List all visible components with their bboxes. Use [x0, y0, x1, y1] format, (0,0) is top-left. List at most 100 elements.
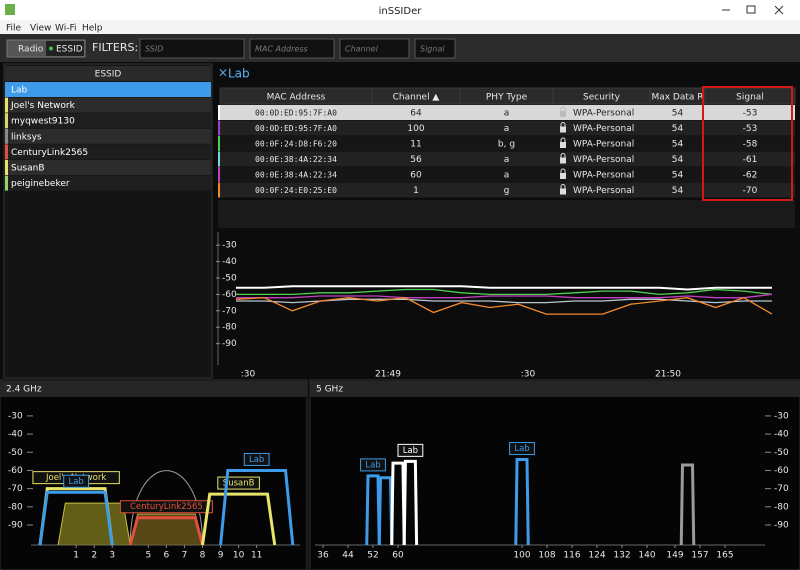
cell: WPA-Personal: [573, 124, 634, 134]
column-header[interactable]: Channel ▲: [393, 93, 440, 103]
network-label-bg: [360, 458, 386, 472]
channel-label: 165: [716, 551, 733, 561]
network-label[interactable]: Lab: [365, 460, 380, 470]
filter-input[interactable]: [414, 38, 456, 59]
row-color: [218, 105, 220, 120]
cell: 56: [410, 155, 422, 165]
table-empty: [218, 200, 795, 228]
network-label[interactable]: Lab: [68, 477, 83, 487]
essid-name[interactable]: myqwest9130: [11, 117, 75, 127]
essid-name[interactable]: CenturyLink2565: [11, 148, 88, 158]
y-tick-label: -40: [222, 257, 237, 267]
window-controls[interactable]: [722, 5, 784, 15]
toolbar-button[interactable]: ESSID: [56, 45, 83, 55]
network-shape[interactable]: [57, 502, 131, 546]
cell: a: [504, 109, 510, 119]
signal-highlight: [702, 86, 793, 201]
cell: b, g: [498, 140, 515, 150]
table-row[interactable]: [218, 151, 795, 167]
table-row[interactable]: [218, 136, 795, 151]
essid-row[interactable]: [5, 82, 211, 97]
network-label[interactable]: Lab: [249, 455, 264, 465]
menu-item[interactable]: Help: [82, 24, 103, 34]
panel-24-title: 2.4 GHz: [6, 385, 42, 395]
column-header[interactable]: Max Data R: [651, 93, 703, 103]
panel-5-header: [310, 381, 800, 397]
column-header[interactable]: Security: [583, 93, 621, 103]
menu-item[interactable]: View: [30, 24, 51, 34]
filter-placeholder[interactable]: SSID: [145, 45, 163, 54]
y-tick-label: -50: [774, 448, 789, 458]
lock-shackle: [560, 106, 566, 111]
cell: WPA-Personal: [573, 155, 634, 165]
essid-row[interactable]: [5, 175, 211, 191]
essid-header: ESSID: [95, 70, 122, 80]
y-tick-label: -40: [8, 430, 23, 440]
y-tick-label: -60: [222, 290, 237, 300]
row-color: [218, 167, 220, 182]
essid-color: [5, 128, 8, 144]
filter-placeholder[interactable]: Signal: [420, 45, 445, 54]
column-header[interactable]: Signal: [736, 93, 764, 103]
y-tick-label: -30: [222, 241, 237, 251]
cell: WPA-Personal: [573, 140, 634, 150]
network-shape[interactable]: [679, 463, 696, 546]
close[interactable]: [774, 5, 784, 15]
toggle-active: [46, 41, 84, 56]
essid-name[interactable]: Joel's Network: [10, 101, 76, 111]
essid-row[interactable]: [5, 128, 211, 144]
y-tick-label: -80: [774, 502, 789, 512]
network-shape[interactable]: [38, 490, 114, 546]
cell: 00:0E:38:4A:22:34: [255, 155, 337, 164]
column-header[interactable]: MAC Address: [267, 93, 326, 103]
channel-label: 100: [513, 551, 530, 561]
menu-item[interactable]: Wi-Fi: [55, 24, 76, 34]
essid-row[interactable]: [5, 113, 211, 129]
lock-icon: [560, 142, 566, 148]
cell: 00:0D:ED:95:7F:A0: [255, 124, 337, 133]
y-tick-label: -70: [774, 484, 789, 494]
filter-placeholder[interactable]: Channel: [345, 45, 379, 54]
signal-line: [235, 296, 773, 315]
essid-row[interactable]: [5, 160, 211, 175]
network-shape[interactable]: [402, 459, 419, 546]
cell: WPA-Personal: [573, 171, 634, 181]
filter-input[interactable]: [339, 38, 410, 59]
essid-name[interactable]: SusanB: [11, 164, 45, 174]
toolbar-button[interactable]: Radio: [18, 45, 44, 55]
network-shape[interactable]: [514, 458, 530, 546]
filter-input[interactable]: [249, 38, 335, 59]
cell: 00:0E:38:4A:22:34: [255, 171, 337, 180]
y-tick-label: -60: [8, 466, 23, 476]
lock-shackle: [560, 168, 566, 173]
essid-name[interactable]: Lab: [11, 86, 28, 96]
network-label[interactable]: Lab: [403, 446, 418, 456]
table-row[interactable]: [218, 182, 795, 198]
network-label[interactable]: SusanB: [223, 479, 255, 489]
menu-item[interactable]: File: [6, 24, 22, 34]
network-label[interactable]: CenturyLink2565: [130, 502, 203, 512]
column-header[interactable]: PHY Type: [486, 93, 528, 103]
filter-input[interactable]: [139, 38, 245, 59]
network-label[interactable]: Lab: [514, 444, 529, 454]
app-icon: [5, 4, 15, 15]
table-row[interactable]: [218, 120, 795, 136]
essid-name[interactable]: peiginebeker: [11, 179, 70, 189]
table-row[interactable]: [218, 167, 795, 182]
channel-label: 2: [91, 551, 97, 561]
table-row[interactable]: [218, 105, 795, 120]
network-shape[interactable]: [128, 516, 204, 546]
x-tick-label: 21:50: [655, 370, 681, 380]
close-detail[interactable]: ×: [218, 66, 228, 80]
cell: 1: [413, 186, 419, 196]
filter-placeholder[interactable]: MAC Address: [255, 45, 308, 54]
network-shape[interactable]: [219, 468, 295, 546]
essid-name[interactable]: linksys: [11, 132, 42, 142]
essid-row[interactable]: [5, 144, 211, 160]
network-label-bg: [509, 442, 535, 456]
channel-label: 11: [251, 551, 262, 561]
essid-row[interactable]: [5, 97, 211, 113]
maximize[interactable]: [746, 5, 756, 14]
cell: 54: [672, 186, 684, 196]
network-shape[interactable]: [201, 492, 277, 546]
